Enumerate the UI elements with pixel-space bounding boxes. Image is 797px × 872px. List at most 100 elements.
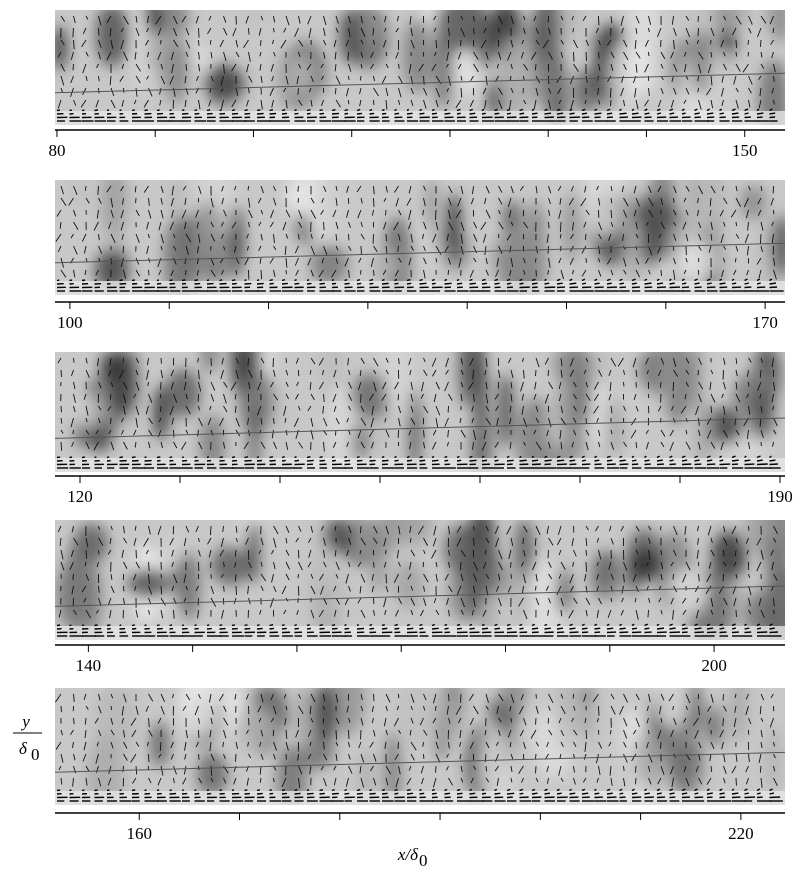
- profile-vector: [432, 110, 435, 111]
- field-blob: [740, 185, 766, 219]
- vector: [349, 76, 350, 80]
- vector: [236, 586, 237, 595]
- profile-vector: [470, 113, 476, 114]
- profile-vector: [445, 279, 447, 280]
- profile-vector: [482, 628, 488, 629]
- field-blob: [165, 369, 200, 417]
- profile-vector: [382, 790, 385, 791]
- field-blob: [677, 3, 715, 38]
- profile-vector: [220, 110, 222, 111]
- field-blob: [106, 351, 139, 419]
- profile-vector: [270, 628, 275, 629]
- profile-vector: [320, 460, 326, 461]
- vector: [648, 610, 649, 617]
- profile-vector: [220, 280, 223, 281]
- profile-vector: [332, 110, 335, 111]
- profile-vector: [420, 283, 427, 284]
- profile-vector: [332, 113, 339, 114]
- profile-vector: [682, 113, 686, 114]
- field-blob: [765, 725, 781, 793]
- x-tick-label: 170: [752, 313, 778, 332]
- field-blob: [403, 19, 433, 92]
- profile-vector: [245, 790, 248, 791]
- vector: [73, 430, 74, 434]
- profile-vector: [295, 113, 299, 114]
- profile-vector: [532, 109, 534, 110]
- profile-vector: [232, 457, 235, 458]
- profile-vector: [295, 110, 297, 111]
- profile-vector: [582, 460, 586, 461]
- profile-vector: [395, 280, 397, 281]
- profile-vector: [707, 628, 713, 629]
- profile-vector: [395, 110, 397, 111]
- vector: [98, 370, 99, 375]
- profile-vector: [420, 460, 426, 461]
- field-blob: [287, 56, 313, 98]
- vector: [373, 28, 374, 35]
- vector: [586, 550, 587, 556]
- field-blob: [317, 154, 352, 243]
- profile-vector: [407, 110, 409, 111]
- profile-vector: [645, 628, 650, 629]
- vector: [560, 246, 561, 251]
- profile-vector: [620, 793, 624, 794]
- profile-vector: [332, 793, 339, 794]
- profile-vector: [457, 460, 461, 461]
- field-blob: [652, 659, 689, 729]
- profile-vector: [295, 457, 297, 458]
- profile-vector: [470, 283, 476, 284]
- profile-vector: [432, 457, 434, 458]
- profile-vector: [682, 793, 687, 794]
- profile-vector: [270, 457, 273, 458]
- profile-vector: [345, 790, 347, 791]
- profile-vector: [432, 113, 437, 114]
- profile-vector: [395, 628, 400, 629]
- profile-vector: [620, 628, 626, 629]
- vector: [248, 358, 249, 366]
- profile-vector: [732, 283, 736, 284]
- profile-vector: [282, 283, 288, 284]
- profile-vector: [482, 624, 485, 625]
- profile-vector: [332, 625, 335, 626]
- vector: [736, 52, 737, 56]
- profile-vector: [745, 283, 749, 284]
- profile-vector: [345, 460, 351, 461]
- profile-vector: [320, 790, 324, 791]
- profile-vector: [445, 113, 451, 114]
- profile-vector: [745, 628, 750, 629]
- vector: [186, 64, 187, 71]
- vector: [535, 258, 536, 262]
- profile-vector: [682, 283, 686, 284]
- profile-vector: [595, 283, 600, 284]
- field-blob: [534, 54, 559, 109]
- vector: [610, 730, 611, 734]
- profile-vector: [632, 628, 637, 629]
- profile-vector: [382, 460, 389, 461]
- vector: [511, 718, 512, 722]
- profile-vector: [307, 793, 314, 794]
- profile-vector: [445, 628, 449, 629]
- profile-vector: [120, 790, 122, 791]
- vector: [324, 222, 325, 230]
- field-blob: [497, 371, 514, 447]
- profile-vector: [320, 110, 323, 111]
- field-blob: [625, 45, 655, 96]
- vector: [386, 406, 387, 411]
- vector: [374, 270, 375, 276]
- profile-vector: [370, 628, 375, 629]
- profile-vector: [270, 113, 277, 114]
- profile-vector: [470, 624, 472, 625]
- x-tick-label: 190: [767, 487, 793, 506]
- profile-vector: [657, 460, 663, 461]
- profile-vector: [395, 460, 399, 461]
- profile-vector: [257, 625, 260, 626]
- vector: [660, 382, 661, 388]
- profile-vector: [220, 457, 223, 458]
- profile-vector: [420, 457, 423, 458]
- profile-vector: [757, 113, 763, 114]
- profile-vector: [420, 793, 425, 794]
- vector: [586, 562, 587, 572]
- profile-vector: [607, 628, 613, 629]
- field-blob: [772, 215, 792, 277]
- profile-vector: [757, 460, 763, 461]
